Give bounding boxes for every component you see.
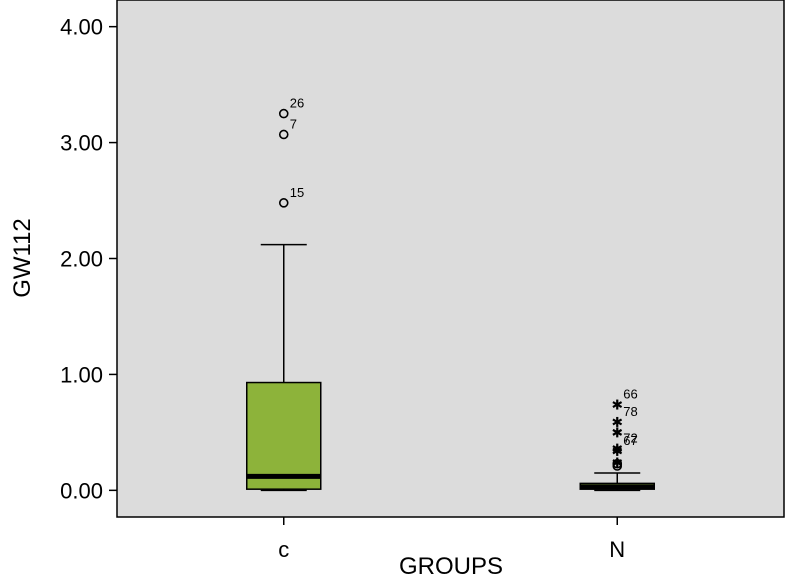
outlier-circle xyxy=(612,461,623,471)
iqr-box xyxy=(246,381,322,490)
plot-area xyxy=(116,0,785,518)
outlier-label: 7 xyxy=(290,116,297,131)
outlier-star xyxy=(612,427,623,438)
outlier-star xyxy=(612,416,623,427)
outlier-star xyxy=(612,445,623,456)
outlier-star-stroke xyxy=(612,401,623,409)
outlier-circle xyxy=(278,198,289,208)
box-c: 26 7 15 xyxy=(246,96,322,492)
outlier-label: 67 xyxy=(623,433,637,448)
outlier-star xyxy=(612,399,623,410)
outlier-star-stroke xyxy=(612,418,623,426)
y-tick-label: 0.00 xyxy=(60,478,103,503)
outlier-label: 26 xyxy=(290,96,304,111)
x-tick-label: N xyxy=(609,537,625,562)
y-tick-label: 1.00 xyxy=(60,362,103,387)
y-tick-label: 2.00 xyxy=(60,247,103,272)
x-axis-title: GROUPS xyxy=(399,553,503,580)
outlier-star-stroke xyxy=(612,447,623,455)
outlier-circle xyxy=(278,129,289,140)
outlier-label: 66 xyxy=(623,387,637,402)
y-axis: 0.00 1.00 2.00 3.00 4.00 xyxy=(60,15,117,503)
outlier-label: 72 xyxy=(623,431,637,446)
y-axis-title: GW112 xyxy=(9,218,36,298)
outlier-star-stroke xyxy=(612,428,623,436)
outlier-circle xyxy=(278,108,289,119)
y-tick-label: 4.00 xyxy=(60,15,103,40)
outlier-label: 15 xyxy=(290,185,304,200)
x-tick-label: c xyxy=(278,537,289,562)
outlier-label: 78 xyxy=(623,404,637,419)
y-tick-label: 3.00 xyxy=(60,131,103,156)
